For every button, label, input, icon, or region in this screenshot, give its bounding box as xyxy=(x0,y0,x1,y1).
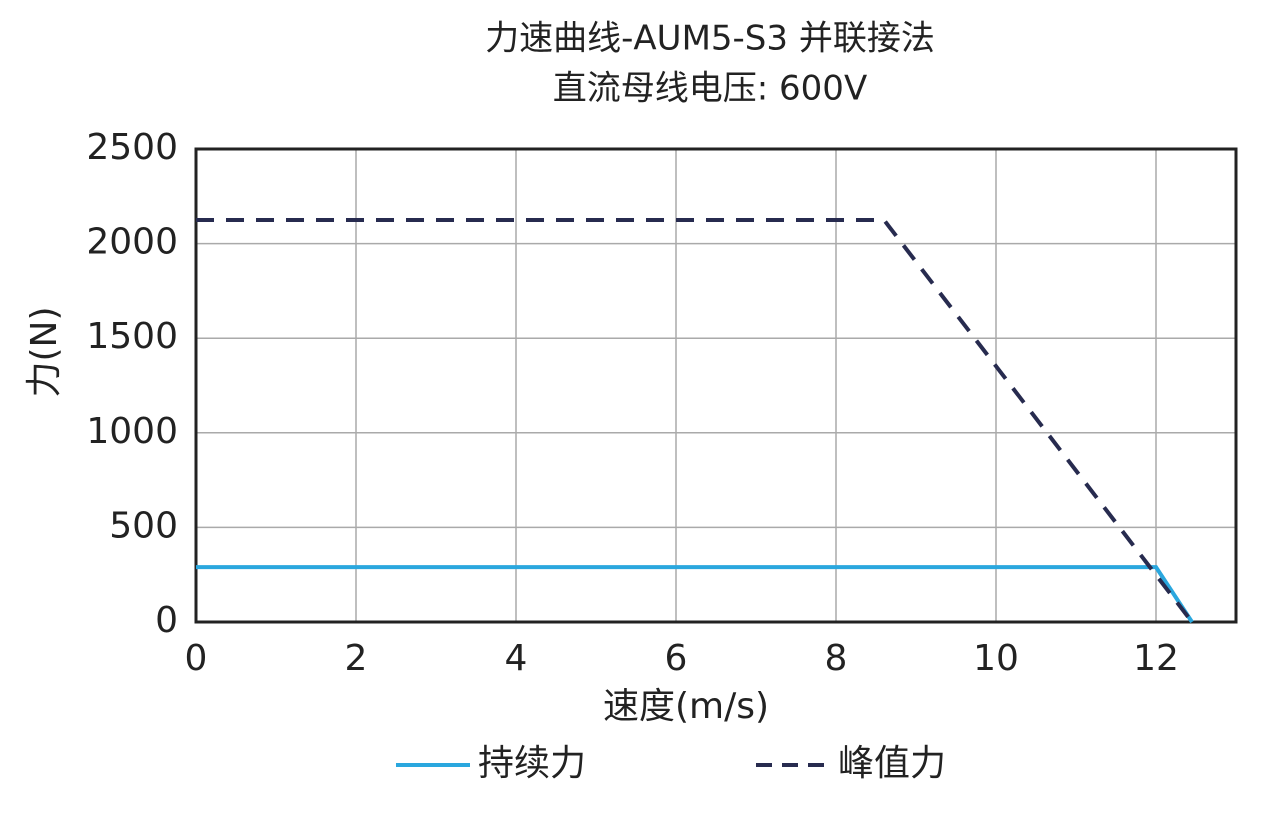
chart-subtitle: 直流母线电压: 600V xyxy=(553,69,867,109)
x-tick-label: 8 xyxy=(825,638,848,679)
chart-title: 力速曲线-AUM5-S3 并联接法 xyxy=(485,19,935,59)
x-tick-label: 0 xyxy=(185,638,208,679)
line-series xyxy=(196,565,1194,624)
plot-frame xyxy=(194,147,1238,624)
x-tick-label: 6 xyxy=(665,638,688,679)
x-tick-label: 4 xyxy=(505,638,528,679)
y-tick-label: 2500 xyxy=(86,127,178,168)
x-tick-label: 12 xyxy=(1133,638,1179,679)
y-tick-label: 500 xyxy=(109,505,178,546)
legend-label: 峰值力 xyxy=(838,743,946,784)
legend-label: 持续力 xyxy=(478,743,586,784)
y-tick-label: 2000 xyxy=(86,222,178,263)
y-axis-label: 力(N) xyxy=(24,306,65,397)
line-series xyxy=(196,217,1194,624)
x-axis-label: 速度(m/s) xyxy=(603,686,769,727)
y-tick-label: 1500 xyxy=(86,316,178,357)
y-tick-label: 0 xyxy=(155,600,178,641)
x-tick-label: 10 xyxy=(973,638,1019,679)
y-tick-label: 1000 xyxy=(86,411,178,452)
x-tick-label: 2 xyxy=(345,638,368,679)
